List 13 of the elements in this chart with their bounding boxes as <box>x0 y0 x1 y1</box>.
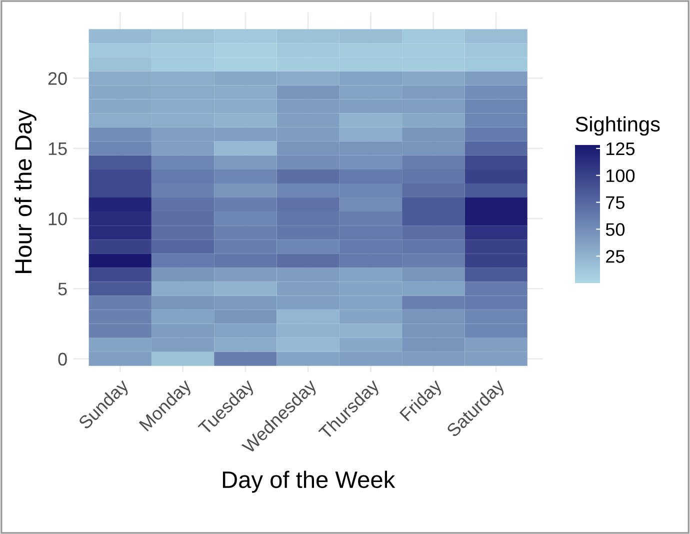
color-bar-label: 125 <box>606 142 635 156</box>
y-tick-label: 15 <box>48 142 67 156</box>
y-tick-label: 0 <box>58 352 67 366</box>
y-axis-title: Hour of the Day <box>14 110 36 273</box>
color-bar-label: 50 <box>606 223 625 236</box>
y-tick-label: 5 <box>58 282 67 296</box>
color-bar-label: 25 <box>606 250 624 263</box>
color-bar-title: Sightings <box>576 116 660 136</box>
color-bar-label: 100 <box>606 169 635 182</box>
color-bar-label: 75 <box>606 196 624 210</box>
y-tick-label: 10 <box>48 212 67 226</box>
x-axis-title: Day of the Week <box>222 470 396 493</box>
y-tick-label: 20 <box>48 72 67 85</box>
